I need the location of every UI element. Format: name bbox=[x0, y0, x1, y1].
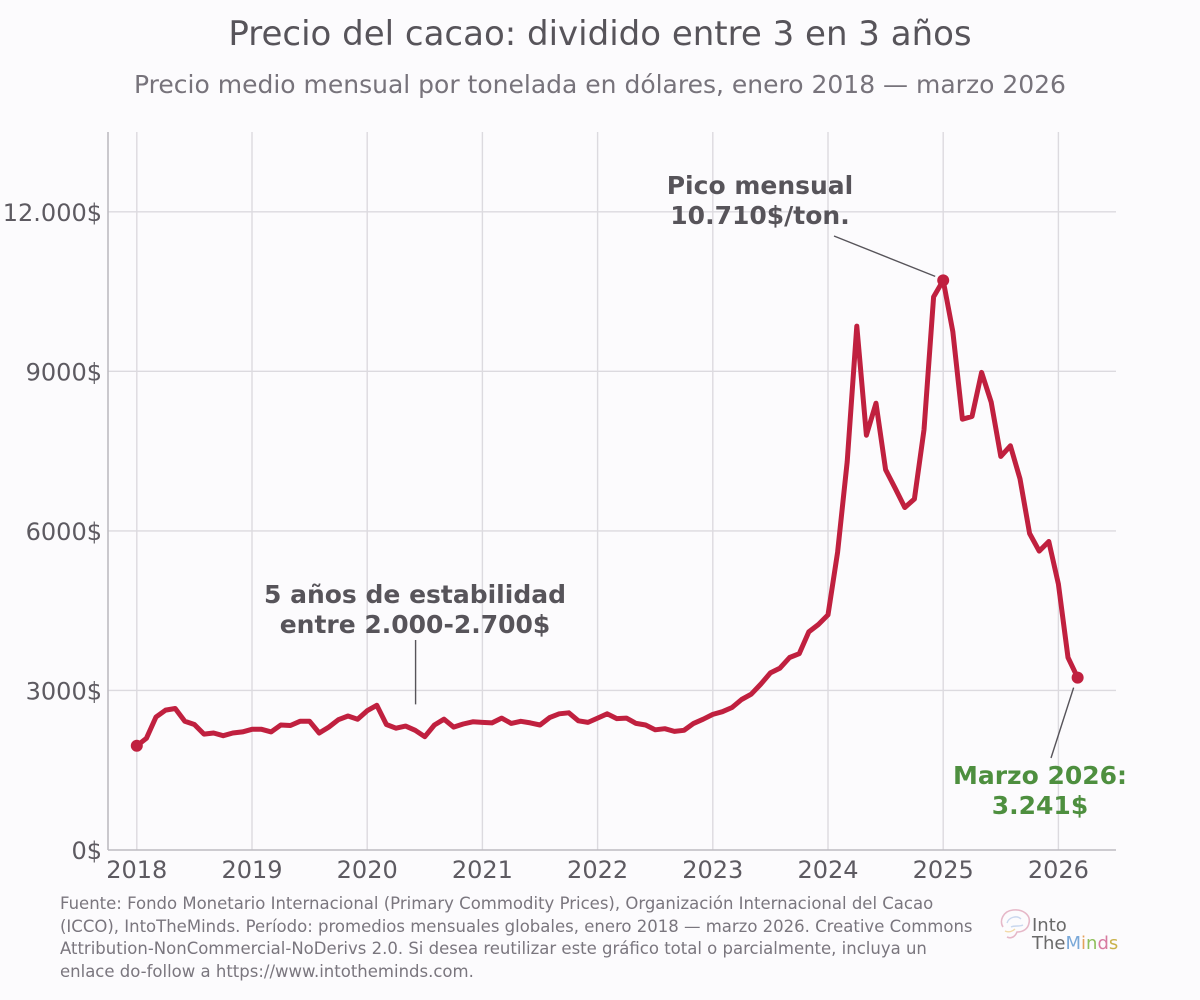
x-tick-label: 2020 bbox=[337, 856, 398, 884]
y-tick-label: 9000$ bbox=[26, 358, 102, 386]
brain-icon bbox=[1000, 909, 1031, 939]
stability-annotation-line1: 5 años de estabilidad bbox=[264, 580, 566, 609]
x-tick-label: 2023 bbox=[682, 856, 743, 884]
logo-text-minds-rest: i bbox=[1081, 933, 1087, 954]
price-series bbox=[130, 274, 1084, 752]
logo-text-the: The bbox=[1032, 933, 1066, 954]
march-leader bbox=[1050, 687, 1075, 759]
x-tick-label: 2019 bbox=[221, 856, 282, 884]
march-annotation-line1: Marzo 2026: bbox=[953, 761, 1127, 790]
logo-text-minds-rest2: n bbox=[1086, 933, 1098, 954]
x-tick-label: 2021 bbox=[452, 856, 513, 884]
price-line bbox=[134, 277, 1081, 749]
highlight-point bbox=[937, 274, 950, 287]
logo-text-theminds: TheMinds bbox=[1032, 933, 1118, 954]
tick-labels: 2018 2019 2020 2021 2022 2023 2024 2025 2026 0$ 30… bbox=[3, 199, 1089, 884]
x-tick-label: 2022 bbox=[567, 856, 628, 884]
intotheminds-logo: Into TheMinds bbox=[995, 905, 1145, 965]
chart-subtitle: Precio medio mensual por tonelada en dól… bbox=[134, 70, 1066, 99]
x-tick-label: 2018 bbox=[106, 856, 167, 884]
highlight-point bbox=[130, 739, 143, 752]
y-tick-label: 12.000$ bbox=[3, 199, 102, 227]
y-tick-label: 6000$ bbox=[26, 518, 102, 546]
axes bbox=[107, 132, 1116, 851]
source-note: Fuente: Fondo Monetario Internacional (P… bbox=[60, 894, 973, 981]
grid-lines bbox=[108, 132, 1116, 850]
y-tick-label: 3000$ bbox=[26, 677, 102, 705]
peak-annotation-line2: 10.710$/ton. bbox=[670, 201, 849, 230]
chart-title: Precio del cacao: dividido entre 3 en 3 … bbox=[228, 14, 972, 54]
stability-annotation-line2: entre 2.000-2.700$ bbox=[280, 610, 551, 639]
y-tick-label: 0$ bbox=[71, 837, 102, 865]
logo-text-minds-rest4: s bbox=[1108, 933, 1119, 954]
x-tick-label: 2026 bbox=[1028, 856, 1089, 884]
peak-annotation-line1: Pico mensual bbox=[667, 171, 854, 200]
peak-leader bbox=[833, 235, 936, 278]
logo-text-minds: M bbox=[1065, 933, 1082, 954]
logo-text-minds-rest3: d bbox=[1097, 933, 1109, 954]
x-tick-label: 2025 bbox=[913, 856, 974, 884]
logo-text-into: Into bbox=[1032, 915, 1067, 936]
x-tick-label: 2024 bbox=[797, 856, 858, 884]
highlight-point bbox=[1071, 671, 1084, 684]
march-annotation-line2: 3.241$ bbox=[992, 791, 1088, 820]
